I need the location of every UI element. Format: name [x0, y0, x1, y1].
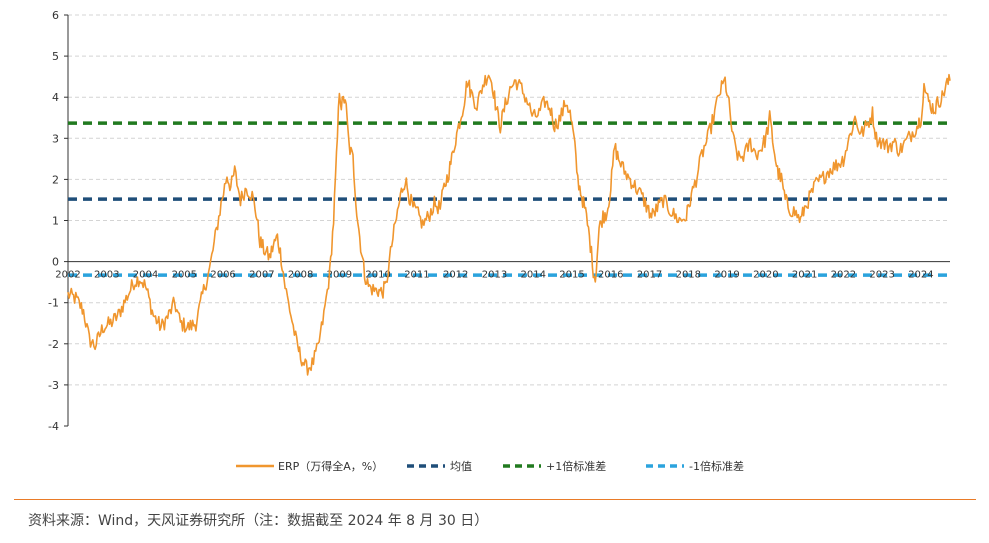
x-tick-label: 2015: [559, 270, 584, 281]
y-tick-label: 5: [52, 50, 59, 63]
legend: ERP（万得全A，%） 均值 +1倍标准差 -1倍标准差: [236, 459, 744, 473]
series-lines: [67, 73, 951, 376]
x-tick-label: 2007: [249, 270, 274, 281]
x-tick-label: 2009: [327, 270, 352, 281]
y-tick-label: 4: [52, 91, 59, 104]
y-tick-label: 2: [52, 173, 59, 186]
x-tick-label: 2016: [598, 270, 623, 281]
legend-label-minus1sd: -1倍标准差: [689, 459, 744, 473]
x-tick-label: 2021: [792, 270, 817, 281]
x-tick-label: 2006: [210, 270, 235, 281]
x-tick-label: 2022: [831, 270, 856, 281]
x-tick-label: 2019: [714, 270, 739, 281]
erp-chart: -4 -3 -2 -1 0 1 2 3 4 5 6 2002 2003 2004 2005 2006 2007…: [48, 9, 951, 473]
x-tick-label: 2010: [365, 270, 390, 281]
y-tick-label: -2: [48, 338, 59, 351]
x-tick-label: 2012: [443, 270, 468, 281]
x-tick-label: 2014: [521, 270, 546, 281]
x-tick-label: 2023: [869, 270, 894, 281]
legend-label-mean: 均值: [450, 460, 472, 473]
y-tick-label: -3: [48, 379, 59, 392]
x-tick-label: 2011: [404, 270, 429, 281]
y-axis-ticks: -4 -3 -2 -1 0 1 2 3 4 5 6: [48, 9, 68, 433]
footer-divider: [14, 499, 976, 500]
x-tick-label: 2013: [482, 270, 507, 281]
y-tick-label: 6: [52, 9, 59, 22]
y-tick-label: 3: [52, 132, 59, 145]
x-tick-label: 2002: [55, 270, 80, 281]
y-tick-label: 0: [52, 256, 59, 269]
x-tick-label: 2020: [753, 270, 778, 281]
series-line-erp: [67, 73, 951, 376]
x-tick-label: 2005: [172, 270, 197, 281]
x-tick-label: 2018: [676, 270, 701, 281]
legend-label-erp: ERP（万得全A，%）: [278, 459, 383, 473]
reference-lines: [68, 121, 950, 277]
y-tick-label: -1: [48, 297, 59, 310]
x-tick-label: 2024: [908, 270, 933, 281]
y-tick-label: -4: [48, 420, 59, 433]
source-note: 资料来源：Wind，天风证券研究所（注：数据截至 2024 年 8 月 30 日…: [28, 513, 489, 529]
legend-label-plus1sd: +1倍标准差: [546, 459, 606, 473]
x-tick-label: 2004: [133, 270, 158, 281]
x-axis-ticks: 2002 2003 2004 2005 2006 2007 2008 2009 2010 2011…: [55, 270, 933, 281]
gridlines: [68, 14, 950, 386]
y-tick-label: 1: [52, 215, 59, 228]
x-tick-label: 2008: [288, 270, 313, 281]
x-tick-label: 2003: [94, 270, 119, 281]
x-tick-label: 2017: [637, 270, 662, 281]
